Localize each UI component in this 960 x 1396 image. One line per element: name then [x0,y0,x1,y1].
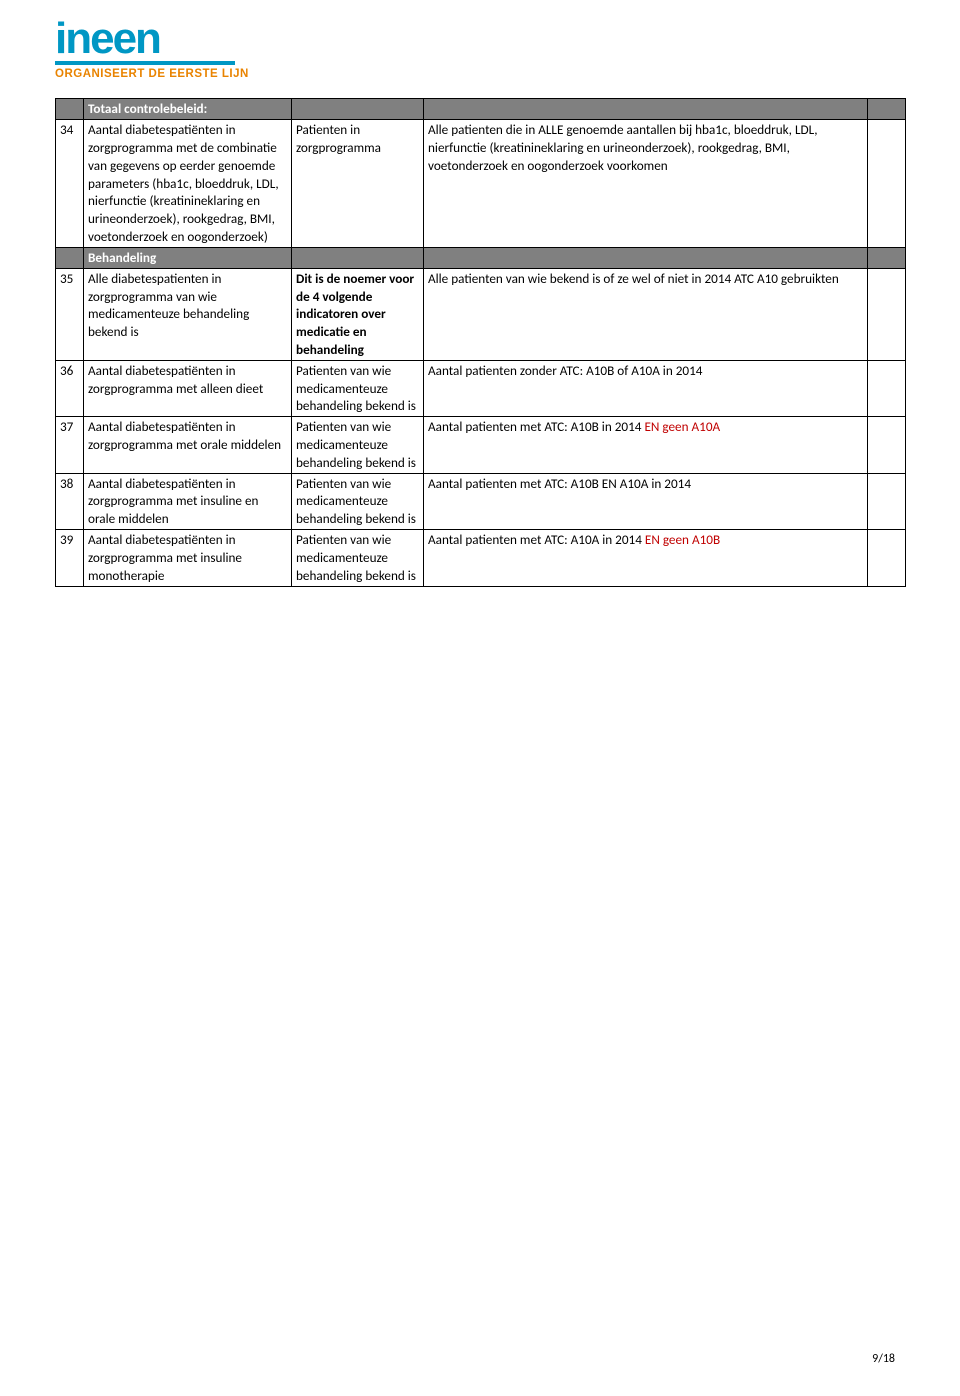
row-col1: Aantal diabetespatiënten in zorgprogramm… [84,360,292,416]
section-cell [292,247,424,268]
row-col3-text: Aantal patienten met ATC: A10B in 2014 [428,418,644,435]
row-col1: Aantal diabetespatiënten in zorgprogramm… [84,530,292,586]
section-cell: Totaal controlebeleid: [84,99,292,120]
brand-tagline: ORGANISEERT DE EERSTE LIJN [55,68,905,80]
row-col3: Aantal patienten met ATC: A10B EN A10A i… [424,473,868,529]
row-col2: Patienten van wie medicamenteuze behande… [292,360,424,416]
row-col4 [868,473,906,529]
section-cell [292,99,424,120]
row-col3-accent: EN geen A10A [644,418,720,435]
row-number: 39 [56,530,84,586]
row-number: 34 [56,120,84,248]
table-row: 39 Aantal diabetespatiënten in zorgprogr… [56,530,906,586]
row-col2: Patienten van wie medicamenteuze behande… [292,417,424,473]
section-cell [56,247,84,268]
table-row: 36 Aantal diabetespatiënten in zorgprogr… [56,360,906,416]
table-row: 34 Aantal diabetespatiënten in zorgprogr… [56,120,906,248]
row-col3: Aantal patienten zonder ATC: A10B of A10… [424,360,868,416]
row-col1: Aantal diabetespatiënten in zorgprogramm… [84,417,292,473]
row-col4 [868,360,906,416]
row-col2: Dit is de noemer voor de 4 volgende indi… [292,268,424,360]
brand-name: ineen [55,20,905,57]
section-header-row: Totaal controlebeleid: [56,99,906,120]
row-col2: Patienten in zorgprogramma [292,120,424,248]
table-row: 37 Aantal diabetespatiënten in zorgprogr… [56,417,906,473]
section-header-row: Behandeling [56,247,906,268]
section-cell [868,247,906,268]
row-col3-accent: EN geen A10B [645,531,720,548]
section-cell: Behandeling [84,247,292,268]
row-col4 [868,268,906,360]
brand-logo: ineen ORGANISEERT DE EERSTE LIJN [55,20,905,80]
row-col2: Patienten van wie medicamenteuze behande… [292,530,424,586]
row-col2: Patienten van wie medicamenteuze behande… [292,473,424,529]
section-cell [868,99,906,120]
section-cell [56,99,84,120]
row-number: 35 [56,268,84,360]
row-number: 37 [56,417,84,473]
section-cell [424,99,868,120]
table-row: 38 Aantal diabetespatiënten in zorgprogr… [56,473,906,529]
row-col3-text: Aantal patienten met ATC: A10A in 2014 [428,531,645,548]
row-number: 38 [56,473,84,529]
row-number: 36 [56,360,84,416]
table-row: 35 Alle diabetespatienten in zorgprogram… [56,268,906,360]
row-col3: Aantal patienten met ATC: A10A in 2014 E… [424,530,868,586]
row-col4 [868,120,906,248]
row-col3: Alle patienten die in ALLE genoemde aant… [424,120,868,248]
row-col1: Aantal diabetespatiënten in zorgprogramm… [84,473,292,529]
row-col4 [868,417,906,473]
row-col3: Alle patienten van wie bekend is of ze w… [424,268,868,360]
section-cell [424,247,868,268]
page-number: 9/18 [872,1352,895,1366]
row-col1: Aantal diabetespatiënten in zorgprogramm… [84,120,292,248]
row-col1: Alle diabetespatienten in zorgprogramma … [84,268,292,360]
row-col4 [868,530,906,586]
row-col3: Aantal patienten met ATC: A10B in 2014 E… [424,417,868,473]
data-table: Totaal controlebeleid: 34 Aantal diabete… [55,98,906,586]
